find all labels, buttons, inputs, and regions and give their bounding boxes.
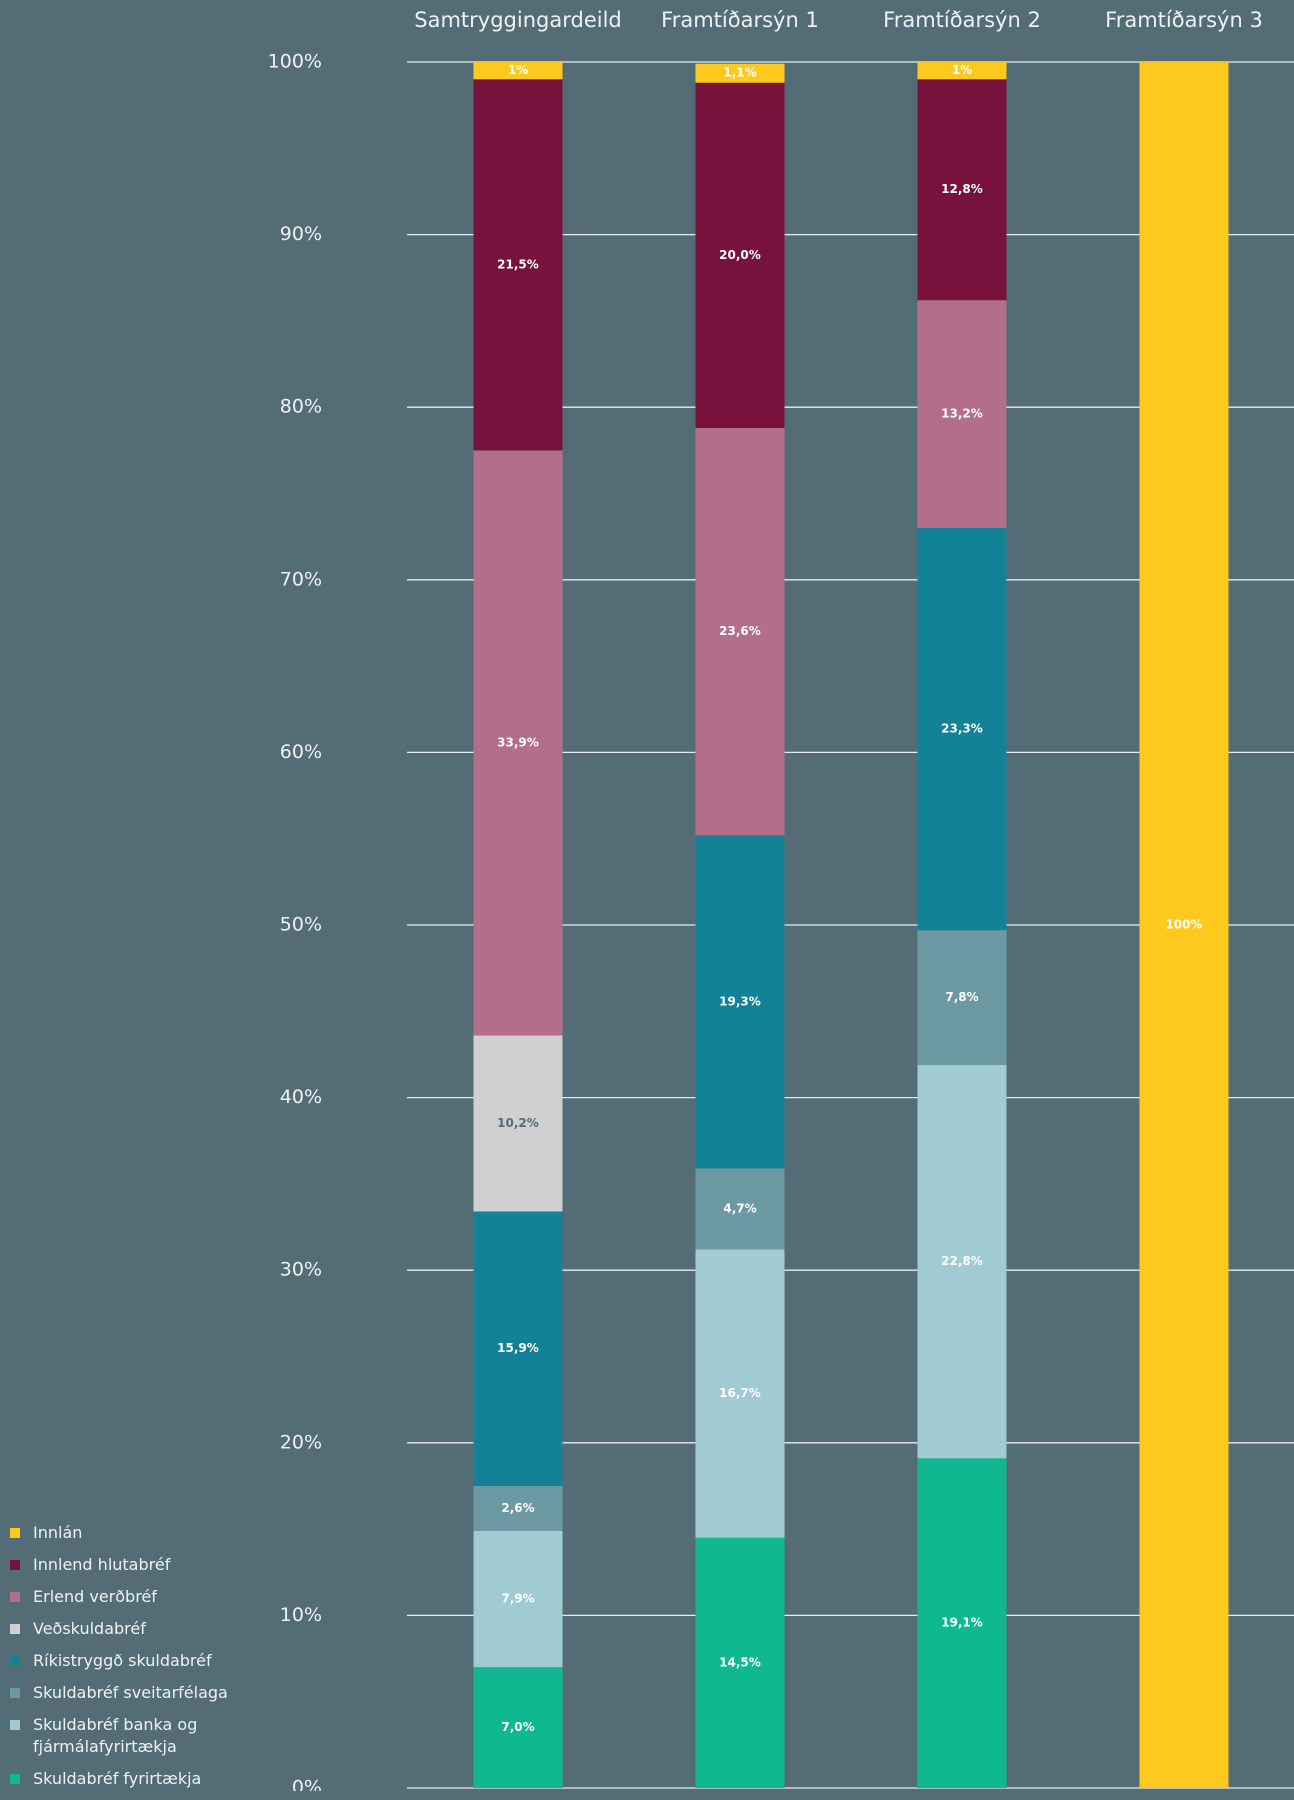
value-label: 16,7% [719, 1386, 761, 1400]
value-label: 7,9% [501, 1592, 534, 1606]
value-label: 20,0% [719, 248, 761, 262]
legend-label: Skuldabréf fyrirtækja [33, 1769, 202, 1788]
value-label: 19,3% [719, 994, 761, 1008]
legend-swatch [10, 1528, 20, 1538]
legend-item: Skuldabréf sveitarfélaga [10, 1682, 250, 1704]
legend-item: Skuldabréf fyrirtækja [10, 1768, 250, 1790]
legend-label: Ríkistryggð skuldabréf [33, 1651, 212, 1670]
legend-label: Erlend verðbréf [33, 1587, 157, 1606]
value-label: 23,6% [719, 624, 761, 638]
y-tick-label: 50% [280, 914, 322, 936]
bar-segment [917, 930, 1007, 1065]
x-tick-label: Framtíðarsýn 2 [883, 8, 1041, 32]
legend-swatch [10, 1774, 20, 1784]
bar-segment [473, 1211, 563, 1486]
value-label: 23,3% [941, 722, 983, 736]
bar-segment [695, 63, 785, 83]
value-label: 33,9% [497, 735, 539, 749]
legend-label: Skuldabréf banka og fjármálafyrirtækja [33, 1715, 198, 1756]
bar-segment [695, 1168, 785, 1250]
bar-segment [917, 528, 1007, 931]
value-label: 10,2% [497, 1116, 539, 1130]
y-tick-label: 70% [280, 568, 322, 590]
value-label: 19,1% [941, 1616, 983, 1630]
bar-segment [917, 1458, 1007, 1788]
y-tick-label: 90% [280, 223, 322, 245]
value-label: 12,8% [941, 182, 983, 196]
y-tick-label: 80% [280, 396, 322, 418]
x-tick-label: Samtryggingardeild [414, 8, 621, 32]
value-label: 100% [1165, 918, 1202, 932]
legend-item: Innlend hlutabréf [10, 1554, 250, 1576]
y-tick-label: 30% [280, 1259, 322, 1281]
legend-swatch [10, 1656, 20, 1666]
bar-segment [917, 1064, 1007, 1459]
legend-item: Veðskuldabréf [10, 1618, 250, 1640]
bar-segment [695, 82, 785, 428]
value-label: 1% [508, 63, 528, 77]
legend-swatch [10, 1592, 20, 1602]
y-tick-label: 0% [292, 1777, 322, 1792]
legend-item: Ríkistryggð skuldabréf [10, 1650, 250, 1672]
legend-item: Skuldabréf banka og fjármálafyrirtækja [10, 1714, 250, 1758]
value-label: 15,9% [497, 1341, 539, 1355]
legend-item: Innlán [10, 1522, 250, 1544]
value-label: 4,7% [723, 1201, 756, 1215]
bar-segment [695, 427, 785, 836]
legend-swatch [10, 1560, 20, 1570]
bar-segment [473, 79, 563, 451]
legend-swatch [10, 1720, 20, 1730]
value-label: 2,6% [501, 1501, 534, 1515]
bar-segment [695, 1249, 785, 1538]
bar-segment [917, 300, 1007, 529]
value-label: 7,8% [945, 990, 978, 1004]
value-label: 21,5% [497, 257, 539, 271]
y-tick-label: 20% [280, 1431, 322, 1453]
value-label: 7,0% [501, 1720, 534, 1734]
bar-segment [917, 79, 1007, 301]
y-tick-label: 100% [268, 51, 322, 73]
bar-segment [473, 62, 563, 80]
bar-segment [473, 1485, 563, 1531]
bar-segment [473, 1530, 563, 1668]
value-label: 14,5% [719, 1655, 761, 1669]
legend-item: Erlend verðbréf [10, 1586, 250, 1608]
bar-segment [473, 1667, 563, 1788]
bar-segment [473, 1035, 563, 1212]
bar-segment [695, 835, 785, 1169]
x-tick-label: Framtíðarsýn 1 [661, 8, 819, 32]
bar-segment [695, 1537, 785, 1788]
legend-label: Innlend hlutabréf [33, 1555, 171, 1574]
x-tick-label: Framtíðarsýn 3 [1105, 8, 1263, 32]
y-tick-label: 60% [280, 741, 322, 763]
value-label: 1,1% [723, 66, 756, 80]
y-tick-label: 40% [280, 1086, 322, 1108]
legend: Innlán Innlend hlutabréf Erlend verðbréf Ve… [10, 1522, 250, 1800]
bar-segment [1139, 62, 1229, 1788]
legend-swatch [10, 1624, 20, 1634]
bar-segment [473, 450, 563, 1036]
legend-label: Veðskuldabréf [33, 1619, 146, 1638]
value-label: 22,8% [941, 1254, 983, 1268]
legend-label: Skuldabréf sveitarfélaga [33, 1683, 228, 1702]
bar-segment [917, 62, 1007, 80]
value-label: 13,2% [941, 407, 983, 421]
value-label: 1% [952, 63, 972, 77]
y-tick-label: 10% [280, 1604, 322, 1626]
legend-label: Innlán [33, 1523, 83, 1542]
legend-swatch [10, 1688, 20, 1698]
